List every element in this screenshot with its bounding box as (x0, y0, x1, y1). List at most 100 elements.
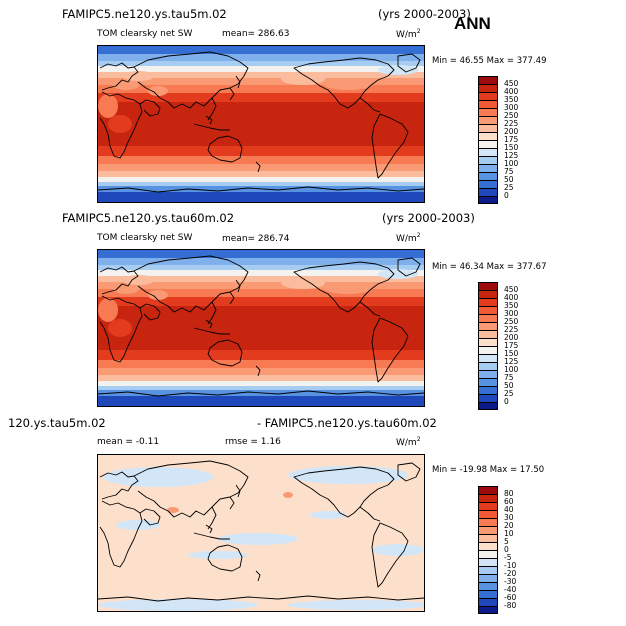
colorbar-swatch (478, 124, 498, 132)
colorbar-swatch (478, 574, 498, 582)
colorbar-label: 30 (504, 513, 514, 522)
panel-2-unit: W/m2 (396, 232, 421, 244)
colorbar-swatch (478, 346, 498, 354)
colorbar-label: -20 (504, 569, 517, 578)
colorbar-label: 350 (504, 301, 519, 310)
colorbar-label: 75 (504, 373, 514, 382)
panel-1-colorbar (478, 76, 498, 204)
colorbar-label: 150 (504, 349, 519, 358)
colorbar-label: 20 (504, 521, 514, 530)
colorbar-label: 250 (504, 317, 519, 326)
colorbar-swatch (478, 370, 498, 378)
colorbar-swatch (478, 502, 498, 510)
panel-1-map-field (98, 46, 424, 202)
colorbar-label: 400 (504, 87, 519, 96)
colorbar-label: 200 (504, 127, 519, 136)
colorbar-label: 225 (504, 325, 519, 334)
panel-3-title-right: - FAMIPC5.ne120.ys.tau60m.02 (257, 416, 437, 430)
colorbar-label: 50 (504, 381, 514, 390)
colorbar-label: -40 (504, 585, 517, 594)
colorbar-swatch (478, 140, 498, 148)
colorbar-swatch (478, 282, 498, 290)
colorbar-swatch (478, 598, 498, 606)
colorbar-label: 450 (504, 79, 519, 88)
panel-1-mean: mean= 286.63 (222, 29, 290, 39)
colorbar-label: 150 (504, 143, 519, 152)
colorbar-label: 175 (504, 135, 519, 144)
colorbar-label: 0 (504, 191, 509, 200)
colorbar-swatch (478, 84, 498, 92)
panel-2-mean: mean= 286.74 (222, 234, 290, 244)
colorbar-label: 125 (504, 357, 519, 366)
season-label: ANN (454, 14, 491, 33)
colorbar-label: 75 (504, 167, 514, 176)
colorbar-swatch (478, 394, 498, 402)
colorbar-label: 250 (504, 111, 519, 120)
colorbar-label: 350 (504, 95, 519, 104)
colorbar-swatch (478, 402, 498, 410)
colorbar-swatch (478, 558, 498, 566)
colorbar-label: 40 (504, 505, 514, 514)
colorbar-swatch (478, 338, 498, 346)
panel-3-title-left: 120.ys.tau5m.02 (8, 416, 106, 430)
colorbar-swatch (478, 108, 498, 116)
colorbar-swatch (478, 386, 498, 394)
colorbar-swatch (478, 362, 498, 370)
colorbar-swatch (478, 132, 498, 140)
colorbar-swatch (478, 92, 498, 100)
colorbar-label: 0 (504, 397, 509, 406)
colorbar-swatch (478, 290, 498, 298)
colorbar-swatch (478, 156, 498, 164)
colorbar-swatch (478, 566, 498, 574)
colorbar-label: -60 (504, 593, 517, 602)
colorbar-swatch (478, 322, 498, 330)
colorbar-swatch (478, 582, 498, 590)
colorbar-swatch (478, 378, 498, 386)
panel-3-map (97, 454, 425, 612)
colorbar-label: -30 (504, 577, 517, 586)
colorbar-label: 50 (504, 175, 514, 184)
colorbar-swatch (478, 534, 498, 542)
colorbar-label: 25 (504, 389, 514, 398)
colorbar-swatch (478, 542, 498, 550)
colorbar-swatch (478, 306, 498, 314)
colorbar-label: 0 (504, 545, 509, 554)
colorbar-label: 100 (504, 365, 519, 374)
colorbar-swatch (478, 180, 498, 188)
colorbar-swatch (478, 188, 498, 196)
colorbar-label: 300 (504, 103, 519, 112)
panel-3-minmax: Min = -19.98 Max = 17.50 (432, 465, 545, 475)
colorbar-swatch (478, 314, 498, 322)
colorbar-swatch (478, 486, 498, 494)
colorbar-swatch (478, 330, 498, 338)
panel-3-rmse: rmse = 1.16 (225, 437, 281, 447)
colorbar-swatch (478, 550, 498, 558)
panel-3-map-field (98, 455, 424, 611)
colorbar-swatch (478, 148, 498, 156)
colorbar-label: 125 (504, 151, 519, 160)
colorbar-label: 5 (504, 537, 509, 546)
panel-2-map (97, 249, 425, 407)
colorbar-swatch (478, 510, 498, 518)
panel-3-colorbar (478, 486, 498, 614)
colorbar-label: 80 (504, 489, 514, 498)
panel-1-title-left: FAMIPC5.ne120.ys.tau5m.02 (62, 7, 227, 21)
colorbar-swatch (478, 196, 498, 204)
panel-2-colorbar (478, 282, 498, 410)
colorbar-label: 200 (504, 333, 519, 342)
colorbar-label: -10 (504, 561, 517, 570)
colorbar-swatch (478, 164, 498, 172)
colorbar-swatch (478, 494, 498, 502)
colorbar-label: 100 (504, 159, 519, 168)
colorbar-label: 175 (504, 341, 519, 350)
panel-2-title-left: FAMIPC5.ne120.ys.tau60m.02 (62, 211, 235, 225)
colorbar-label: -5 (504, 553, 512, 562)
colorbar-swatch (478, 526, 498, 534)
colorbar-swatch (478, 518, 498, 526)
colorbar-swatch (478, 172, 498, 180)
panel-1-variable: TOM clearsky net SW (97, 29, 193, 39)
panel-2-variable: TOM clearsky net SW (97, 233, 193, 243)
panel-1-title-right: (yrs 2000-2003) (378, 7, 471, 21)
colorbar-swatch (478, 590, 498, 598)
colorbar-label: 10 (504, 529, 514, 538)
